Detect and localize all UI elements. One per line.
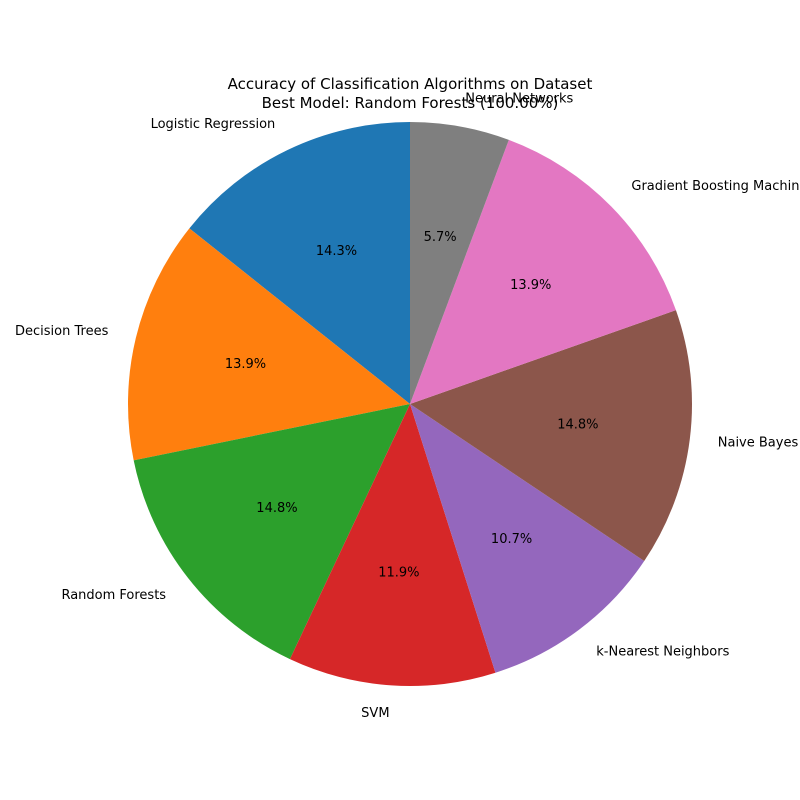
chart-title: Accuracy of Classification Algorithms on… bbox=[228, 75, 593, 93]
pie-slice-decision-trees bbox=[127, 228, 410, 461]
slice-label-logistic-regression: Logistic Regression bbox=[151, 117, 276, 132]
pie-slice-neural-networks bbox=[410, 122, 509, 404]
pie-slice-gradient-boosting-machines bbox=[410, 139, 676, 404]
chart-title-group: Accuracy of Classification Algorithms on… bbox=[228, 75, 593, 112]
slice-label-gradient-boosting-machines: Gradient Boosting Machines bbox=[631, 179, 800, 194]
pie-slices bbox=[127, 122, 693, 687]
slice-label-random-forests: Random Forests bbox=[61, 588, 166, 603]
chart-subtitle: Best Model: Random Forests (100.00%) bbox=[262, 94, 559, 112]
slice-label-decision-trees: Decision Trees bbox=[15, 324, 109, 339]
slice-label-neural-networks: Neural Networks bbox=[465, 91, 573, 106]
pie-slice-k-nearest-neighbors bbox=[410, 404, 645, 673]
slice-label-svm: SVM bbox=[361, 706, 389, 721]
slice-percent-naive-bayes: 14.8% bbox=[557, 418, 598, 433]
slice-percent-decision-trees: 13.9% bbox=[225, 357, 266, 372]
pie-slice-naive-bayes bbox=[410, 310, 693, 562]
slice-percent-gradient-boosting-machines: 13.9% bbox=[510, 278, 551, 293]
pie-slice-logistic-regression bbox=[189, 122, 410, 404]
pie-labels: Logistic Regression 14.3% Decision Trees 13… bbox=[15, 91, 800, 721]
pie-slice-svm bbox=[289, 404, 496, 687]
slice-percent-random-forests: 14.8% bbox=[256, 501, 297, 516]
slice-percent-svm: 11.9% bbox=[378, 565, 419, 580]
slice-percent-k-nearest-neighbors: 10.7% bbox=[491, 532, 532, 547]
slice-label-naive-bayes: Naive Bayes bbox=[718, 435, 799, 450]
slice-label-k-nearest-neighbors: k-Nearest Neighbors bbox=[596, 645, 729, 660]
pie-slice-random-forests bbox=[133, 404, 410, 660]
slice-percent-logistic-regression: 14.3% bbox=[316, 244, 357, 259]
slice-percent-neural-networks: 5.7% bbox=[424, 230, 457, 245]
